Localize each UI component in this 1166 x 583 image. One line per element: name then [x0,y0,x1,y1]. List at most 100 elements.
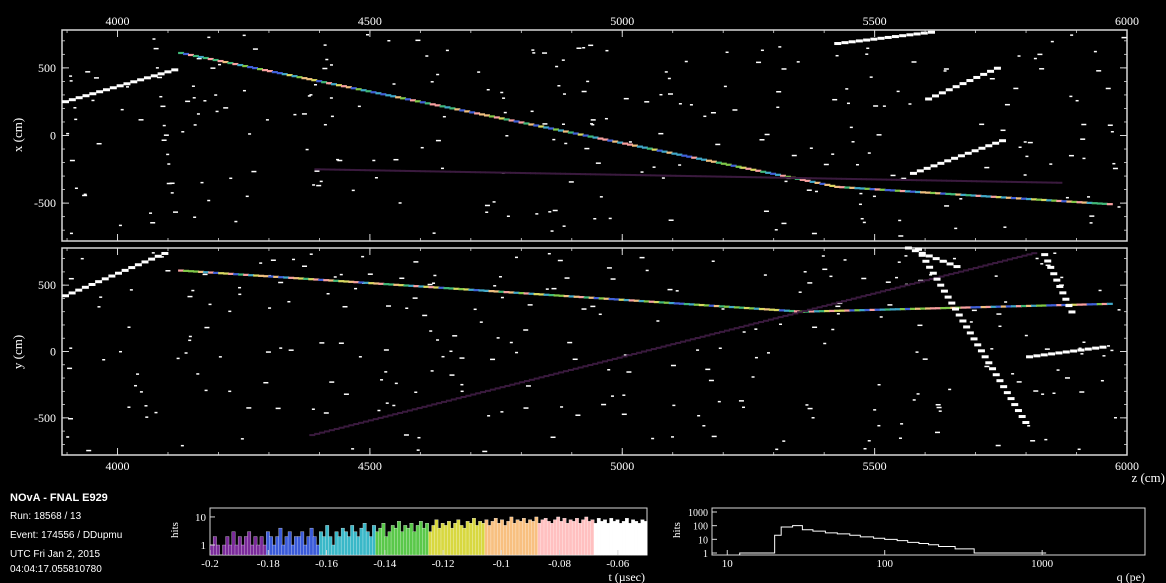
time-bar [209,544,214,556]
track-hit [1005,196,1012,199]
noise-hit [855,163,859,166]
noise-hit [564,277,570,279]
track-hit [1051,199,1058,202]
noise-hit [798,291,802,293]
track-hit [829,184,836,187]
noise-hit [822,268,828,271]
track-hit [655,346,662,349]
track-hit [202,56,209,60]
track-hit [930,307,937,310]
noise-hit [1110,349,1114,352]
noise-hit [1081,123,1087,126]
track-hit [974,343,982,347]
track-hit [641,350,648,353]
track-hit [278,276,285,279]
track-hit [975,194,982,197]
track-hit [714,332,721,335]
noise-hit [869,76,873,78]
track-hit [665,344,672,347]
track-hit [814,181,821,184]
noise-hit [845,88,849,90]
track-hit [575,173,582,176]
noise-hit [934,431,940,434]
track-hit [836,301,843,304]
noise-hit [523,407,529,409]
noise-hit [126,86,130,88]
track-hit [899,34,907,38]
noise-hit [97,306,101,308]
track-hit [772,317,779,320]
track-hit [1046,181,1053,184]
noise-hit [445,49,449,52]
noise-hit [774,229,778,231]
track-hit [835,177,842,180]
track-hit [96,90,104,94]
noise-hit [1000,129,1006,132]
time-bar [309,527,314,556]
noise-hit [552,209,558,212]
track-hit [1050,272,1058,276]
noise-hit [705,368,711,371]
track-hit [247,65,254,69]
noise-hit [242,89,246,92]
noise-hit [228,310,232,313]
time-bar [450,527,454,556]
noise-hit [689,104,693,106]
track-hit [518,292,525,295]
noise-hit [482,450,488,453]
noise-hit [102,359,106,361]
track-hit [101,277,109,281]
track-hit [964,151,972,155]
noise-hit [167,163,171,165]
track-hit [767,318,774,321]
track-hit [745,176,752,179]
noise-hit [718,347,722,349]
time-bar [468,523,473,556]
track-hit [324,168,331,171]
track-hit [523,122,530,125]
noise-hit [595,162,601,164]
noise-hit [417,436,421,439]
noise-hit [99,296,103,298]
track-hit [197,55,204,59]
noise-hit [163,134,169,136]
noise-hit [935,403,941,406]
track-hit [799,178,806,181]
time-x-tick-label: -0.14 [373,558,396,570]
noise-hit [1096,70,1102,72]
noise-hit [843,259,847,261]
track-hit [980,72,988,76]
track-hit [618,298,625,301]
track-hit [321,81,328,84]
noise-hit [161,139,167,141]
track-hit [889,308,896,311]
track-hit [141,260,149,264]
track-hit [548,294,555,297]
noise-hit [185,100,191,103]
track-hit [494,387,501,390]
track-hit [308,278,315,281]
track-hit [339,168,346,171]
track-hit [257,68,264,71]
track-hit [693,303,700,306]
track-hit [753,322,760,325]
track-hit [730,175,737,178]
track-hit [143,76,151,80]
track-hit [1011,403,1019,407]
track-hit [805,177,812,180]
charge-x-tick-label: 1000 [1031,558,1054,570]
x-tick-label: 5000 [610,459,634,473]
track-hit [288,276,295,279]
noise-hit [1089,215,1095,217]
track-hit [448,287,455,290]
z-axis-label: z (cm) [1131,470,1165,485]
track-hit [879,188,886,191]
track-hit [691,156,698,159]
noise-hit [333,276,337,278]
track-hit [273,275,280,278]
track-hit [400,97,407,100]
track-hit [755,169,762,172]
track-hit [331,83,338,86]
noise-hit [377,409,381,412]
track-hit [723,329,730,332]
